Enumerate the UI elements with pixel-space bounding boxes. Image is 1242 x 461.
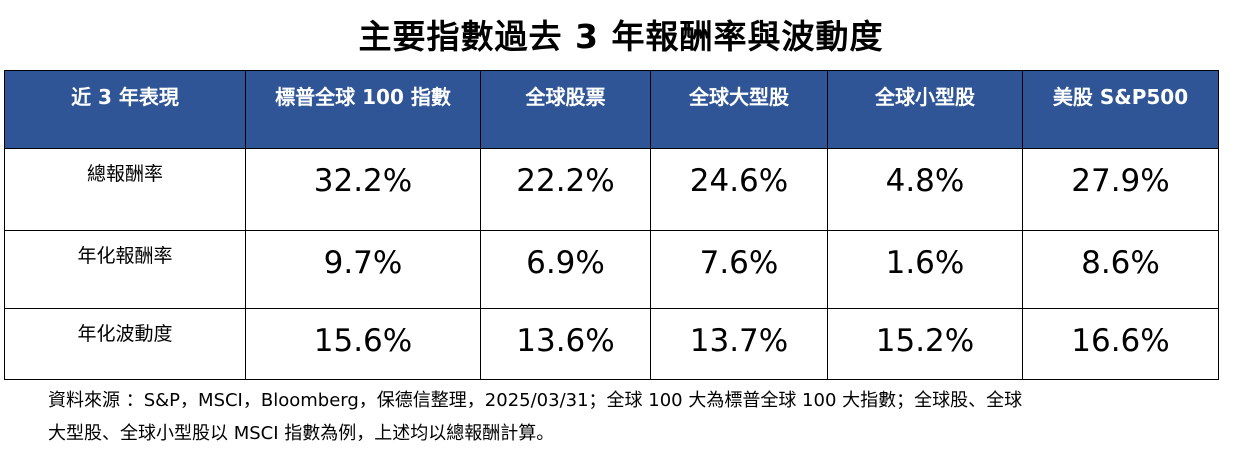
header-cell-global-large-cap: 全球大型股 xyxy=(650,70,828,149)
header-cell-global-small-cap: 全球小型股 xyxy=(827,70,1023,149)
header-cell-period: 近 3 年表現 xyxy=(4,70,246,149)
table-cell: 7.6% xyxy=(650,230,828,309)
table-cell: 4.8% xyxy=(827,148,1023,231)
row-label: 年化報酬率 xyxy=(4,230,246,309)
table-row-annualized-volatility: 年化波動度 15.6% 13.6% 13.7% 15.2% 16.6% xyxy=(4,308,1219,380)
source-note: 資料來源 ：S&P，MSCI，Bloomberg，保德信整理，2025/03/3… xyxy=(48,384,1228,450)
table-cell: 22.2% xyxy=(480,148,651,231)
table-cell: 1.6% xyxy=(827,230,1023,309)
performance-table: 近 3 年表現 標普全球 100 指數 全球股票 全球大型股 全球小型股 美股 … xyxy=(4,70,1219,380)
table-cell: 16.6% xyxy=(1022,308,1219,380)
row-label: 總報酬率 xyxy=(4,148,246,231)
header-cell-global-equity: 全球股票 xyxy=(480,70,651,149)
page-title: 主要指數過去 3 年報酬率與波動度 xyxy=(358,17,884,56)
table-cell: 6.9% xyxy=(480,230,651,309)
header-row: 近 3 年表現 標普全球 100 指數 全球股票 全球大型股 全球小型股 美股 … xyxy=(4,70,1219,149)
header-cell-sp500: 美股 S&P500 xyxy=(1022,70,1219,149)
table-cell: 27.9% xyxy=(1022,148,1219,231)
header-cell-sp-global-100: 標普全球 100 指數 xyxy=(245,70,481,149)
table-cell: 9.7% xyxy=(245,230,481,309)
table-cell: 32.2% xyxy=(245,148,481,231)
table-cell: 8.6% xyxy=(1022,230,1219,309)
table-cell: 13.6% xyxy=(480,308,651,380)
source-note-line-2: 大型股、全球小型股以 MSCI 指數為例，上述均以總報酬計算。 xyxy=(48,423,555,444)
table-cell: 24.6% xyxy=(650,148,828,231)
row-label: 年化波動度 xyxy=(4,308,246,380)
table-cell: 15.6% xyxy=(245,308,481,380)
table-cell: 13.7% xyxy=(650,308,828,380)
source-note-line-1: 資料來源 ：S&P，MSCI，Bloomberg，保德信整理，2025/03/3… xyxy=(48,390,1023,411)
table-cell: 15.2% xyxy=(827,308,1023,380)
table-row-annualized-return: 年化報酬率 9.7% 6.9% 7.6% 1.6% 8.6% xyxy=(4,230,1219,309)
table-row-total-return: 總報酬率 32.2% 22.2% 24.6% 4.8% 27.9% xyxy=(4,148,1219,231)
